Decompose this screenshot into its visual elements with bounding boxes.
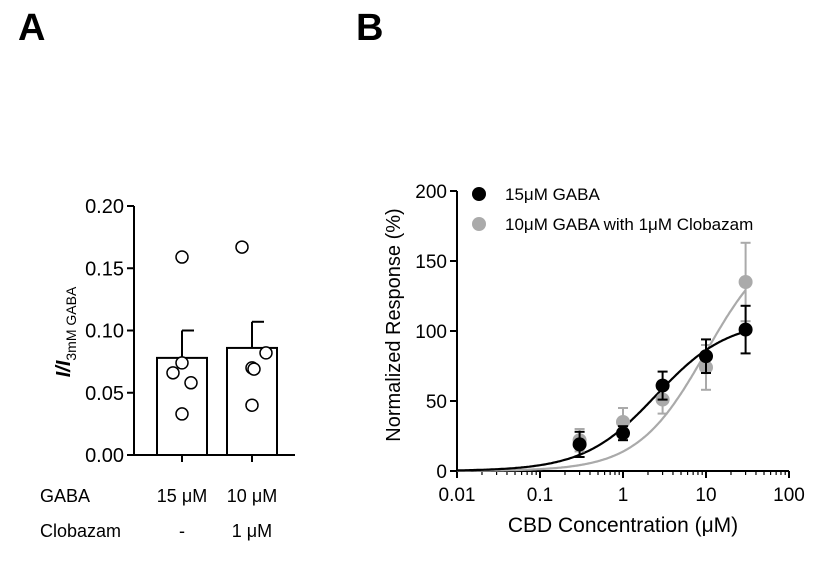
y-tick-label: 200 (415, 182, 447, 203)
fit-curve (457, 289, 747, 472)
y-tick-label: 150 (415, 252, 447, 273)
data-point (616, 426, 630, 441)
row-label-gaba: GABA (40, 486, 90, 506)
row-label-clobazam: Clobazam (40, 521, 121, 541)
y-tick-label: 0.00 (85, 445, 124, 467)
x-tick-label: 1 (618, 485, 629, 506)
bar (156, 356, 208, 457)
data-point (259, 346, 273, 360)
panel-label-b: B (356, 7, 383, 49)
data-point (166, 366, 180, 380)
data-point (175, 250, 189, 264)
data-point (247, 362, 261, 376)
y-axis-label: I/I3mM GABA (53, 286, 79, 377)
data-point (245, 398, 259, 412)
legend-label: 10μM GABA with 1μM Clobazam (505, 215, 753, 234)
data-point (175, 407, 189, 421)
data-point (184, 376, 198, 390)
y-tick-label: 50 (426, 392, 447, 413)
y-tick-label: 100 (415, 322, 447, 343)
x-tick-label: 0.01 (439, 485, 476, 506)
data-point (235, 240, 249, 254)
y-label-sub: 3mM GABA (63, 286, 79, 361)
data-point (175, 356, 189, 370)
chart-b: 0 50 100 150 200 0.01 0.1 1 10 100 CBD Concentrati… (383, 182, 805, 537)
data-point (738, 322, 753, 337)
y-axis-label: Normalized Response (%) (383, 208, 405, 441)
chart-a: 0.00 0.05 0.10 0.15 0.20 I/I3mM GABA 15 μM - 10 … (40, 196, 295, 541)
y-tick-label: 0 (436, 462, 447, 483)
data-point (655, 378, 670, 393)
fit-curve (457, 330, 746, 472)
category-clobazam-label: 1 μM (232, 521, 272, 541)
legend-marker (472, 187, 486, 201)
legend-marker (472, 217, 486, 231)
x-tick-label: 100 (773, 485, 805, 506)
legend-label: 15μM GABA (505, 185, 600, 204)
y-label-main: I/I (53, 360, 75, 377)
category-clobazam-label: - (179, 521, 185, 541)
x-axis-label: CBD Concentration (μM) (508, 514, 738, 537)
x-tick-label: 0.1 (527, 485, 553, 506)
category-gaba-label: 15 μM (157, 486, 207, 506)
category-gaba-label: 10 μM (227, 486, 277, 506)
data-point (699, 349, 713, 364)
data-point (572, 437, 587, 452)
y-tick-label: 0.10 (85, 321, 124, 343)
y-tick-label: 0.05 (85, 383, 124, 405)
data-point (738, 275, 753, 289)
x-tick-label: 10 (695, 485, 716, 506)
y-tick-label: 0.15 (85, 258, 124, 280)
panel-label-a: A (18, 7, 45, 49)
y-tick-label: 0.20 (85, 196, 124, 218)
